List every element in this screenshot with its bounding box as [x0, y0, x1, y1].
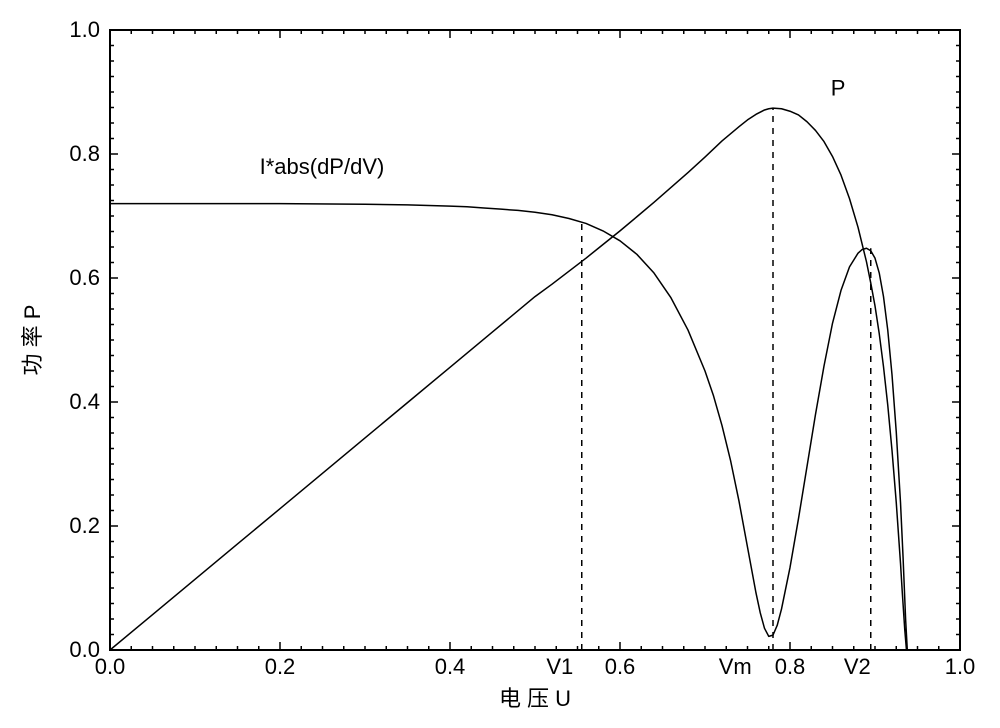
y-tick-label: 0.2	[69, 513, 100, 538]
y-tick-label: 0.8	[69, 141, 100, 166]
y-tick-label: 0.6	[69, 265, 100, 290]
x-custom-label: V1	[546, 654, 573, 679]
x-custom-label: Vm	[719, 654, 752, 679]
x-tick-label: 0.6	[605, 654, 636, 679]
y-axis-label: 功 率 P	[20, 305, 45, 376]
x-axis-label: 电 压 U	[499, 686, 571, 711]
x-tick-label: 1.0	[945, 654, 976, 679]
x-tick-label: 0.8	[775, 654, 806, 679]
y-tick-label: 1.0	[69, 17, 100, 42]
annotation: I*abs(dP/dV)	[260, 154, 385, 179]
x-custom-label: V2	[844, 654, 871, 679]
y-tick-label: 0.4	[69, 389, 100, 414]
x-tick-label: 0.2	[265, 654, 296, 679]
chart-svg: 0.00.20.40.60.81.0V1VmV2电 压 U0.00.20.40.…	[0, 0, 1000, 728]
chart-container: 0.00.20.40.60.81.0V1VmV2电 压 U0.00.20.40.…	[0, 0, 1000, 728]
y-tick-label: 0.0	[69, 637, 100, 662]
annotation: P	[831, 76, 846, 101]
x-tick-label: 0.4	[435, 654, 466, 679]
